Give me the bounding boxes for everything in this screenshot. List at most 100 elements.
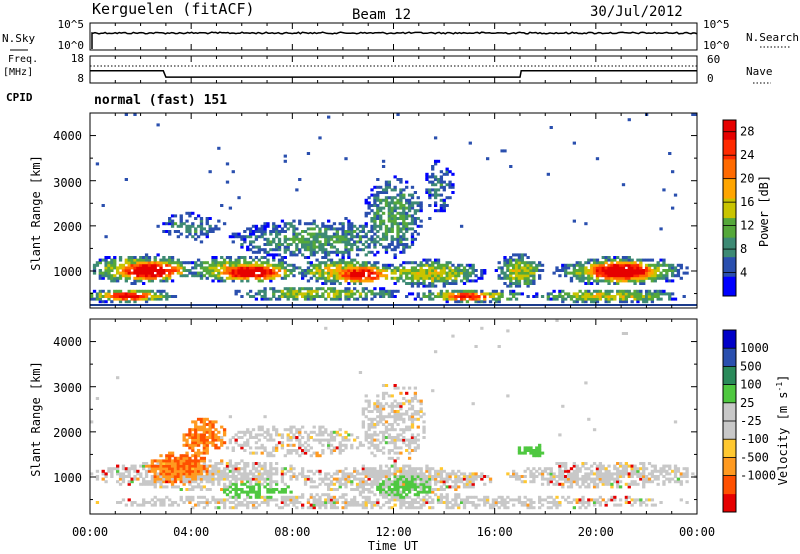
heatmap-cell [301,467,305,471]
heatmap-cell [396,232,400,236]
heatmap-cell [607,266,611,270]
heatmap-cell [185,495,189,499]
heatmap-cell [199,232,204,236]
heatmap-cell [301,292,305,296]
heatmap-cell [373,201,377,205]
heatmap-cell [347,475,351,478]
heatmap-cell [405,480,409,484]
heatmap-cell [529,449,533,452]
heatmap-cell [329,495,334,499]
heatmap-cell [581,477,585,481]
heatmap-cell [399,498,403,502]
heatmap-cell [566,295,571,298]
heatmap-cell [355,469,360,473]
heatmap-cell [407,245,412,249]
heatmap-cell [347,232,351,236]
heatmap-cell [396,386,400,390]
heatmap-cell [572,464,576,468]
heatmap-cell [575,300,579,304]
heatmap-cell [506,269,510,272]
heatmap-cell [168,480,172,484]
heatmap-cell [168,276,172,280]
heatmap-cell [263,477,267,481]
heatmap-cell [225,162,230,166]
heatmap-cell [355,269,360,272]
heatmap-cell [254,237,259,241]
heatmap-cell [431,269,435,272]
heatmap-cell [500,266,504,270]
heatmap-cell [436,292,441,296]
heatmap-cell [538,495,542,499]
heatmap-cell [607,292,611,296]
heatmap-cell [104,475,108,478]
heatmap-cell [92,271,97,275]
heatmap-cell [202,475,207,478]
heatmap-cell [410,266,415,270]
heatmap-cell [110,295,114,298]
heatmap-cell [335,250,339,254]
heatmap-cell [587,498,591,502]
heatmap-cell [405,261,409,265]
heatmap-cell [327,274,331,278]
heatmap-cell [431,490,435,494]
heatmap-cell [399,188,403,192]
heatmap-cell [185,480,189,484]
heatmap-cell [578,266,582,270]
heatmap-cell [616,269,620,272]
heatmap-cell [621,297,626,301]
heatmap-cell [295,477,299,481]
heatmap-cell [459,269,464,272]
heatmap-cell [592,269,597,272]
heatmap-cell [260,501,264,504]
heatmap-cell [639,261,643,265]
heatmap-cell [376,240,380,244]
heatmap-cell [384,183,389,187]
heatmap-cell [347,256,351,259]
heatmap-cell [222,269,227,272]
heatmap-cell [176,261,180,265]
heatmap-cell [283,503,287,507]
heatmap-cell [379,506,383,510]
heatmap-cell [90,472,94,476]
heatmap-cell [344,269,348,272]
heatmap-cell [214,266,218,270]
heatmap-cell [263,224,267,228]
heatmap-cell [121,269,126,272]
heatmap-cell [338,295,342,298]
heatmap-cell [402,193,406,197]
heatmap-cell [572,219,576,223]
heatmap-cell [442,172,446,176]
heatmap-cell [231,475,235,478]
heatmap-cell [277,232,282,236]
heatmap-cell [647,263,652,267]
heatmap-cell [405,493,409,497]
heatmap-cell [266,472,270,476]
heatmap-cell [384,292,389,296]
heatmap-cell [306,243,311,246]
heatmap-cell [451,485,455,489]
heatmap-cell [566,292,571,296]
heatmap-cell [176,235,180,239]
heatmap-cell [159,472,163,476]
heatmap-cell [243,472,247,476]
heatmap-cell [220,459,224,463]
heatmap-cell [254,495,259,499]
heatmap-cell [329,436,334,439]
power-ytick-3000: 3000 [53,176,82,190]
heatmap-cell [260,274,264,278]
heatmap-cell [295,266,299,270]
heatmap-cell [598,269,603,272]
heatmap-cell [584,472,588,476]
heatmap-cell [173,480,178,484]
heatmap-cell [347,271,351,275]
heatmap-cell [454,485,458,489]
heatmap-cell [107,292,111,296]
heatmap-cell [191,498,195,502]
heatmap-cell [231,506,235,510]
heatmap-cell [191,480,195,484]
heatmap-cell [416,209,420,213]
heatmap-cell [205,469,209,473]
heatmap-cell [147,279,152,283]
heatmap-cell [517,451,522,455]
heatmap-cell [474,495,478,499]
